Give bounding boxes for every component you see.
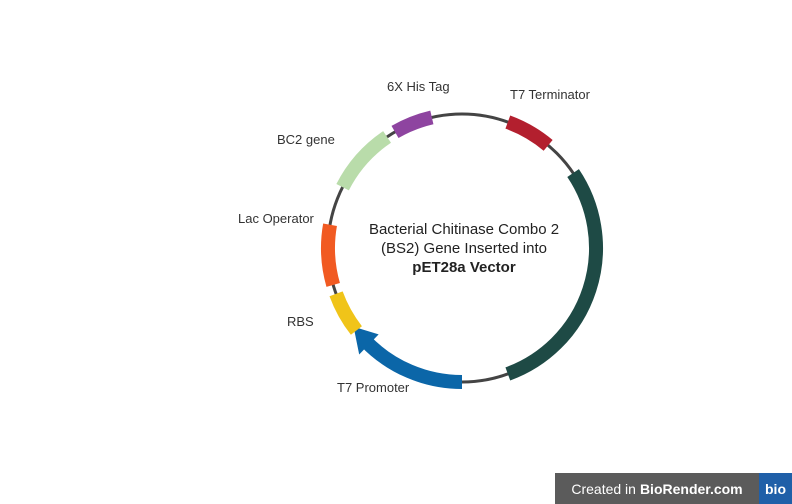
t7-promoter-label: T7 Promoter bbox=[337, 380, 410, 395]
his-tag-label: 6X His Tag bbox=[387, 79, 450, 94]
t7-promoter-arrowhead bbox=[353, 326, 379, 355]
insert-gene-segment bbox=[505, 169, 603, 381]
center-title-line-1: Bacterial Chitinase Combo 2 bbox=[369, 221, 559, 238]
watermark-prefix: Created in bbox=[571, 480, 636, 497]
rbs-label: RBS bbox=[287, 314, 314, 329]
biorender-logo-icon: bio bbox=[759, 473, 792, 504]
t7-promoter-segment bbox=[360, 336, 463, 389]
bc2-gene-segment bbox=[336, 131, 392, 191]
lac-operator-segment bbox=[321, 223, 340, 287]
watermark-brand: BioRender.com bbox=[639, 480, 743, 497]
t7-terminator-label: T7 Terminator bbox=[510, 87, 591, 102]
t7-terminator-segment bbox=[505, 115, 553, 151]
rbs-segment bbox=[329, 291, 363, 335]
bc2-gene-label: BC2 gene bbox=[277, 132, 335, 147]
biorender-watermark: Created in BioRender.com bio bbox=[555, 473, 792, 504]
his-tag-segment bbox=[391, 110, 434, 139]
center-title-line-3: pET28a Vector bbox=[412, 259, 516, 276]
center-title-line-2: (BS2) Gene Inserted into bbox=[381, 240, 547, 257]
watermark-text: Created in BioRender.com bbox=[555, 473, 759, 504]
lac-operator-label: Lac Operator bbox=[238, 211, 315, 226]
